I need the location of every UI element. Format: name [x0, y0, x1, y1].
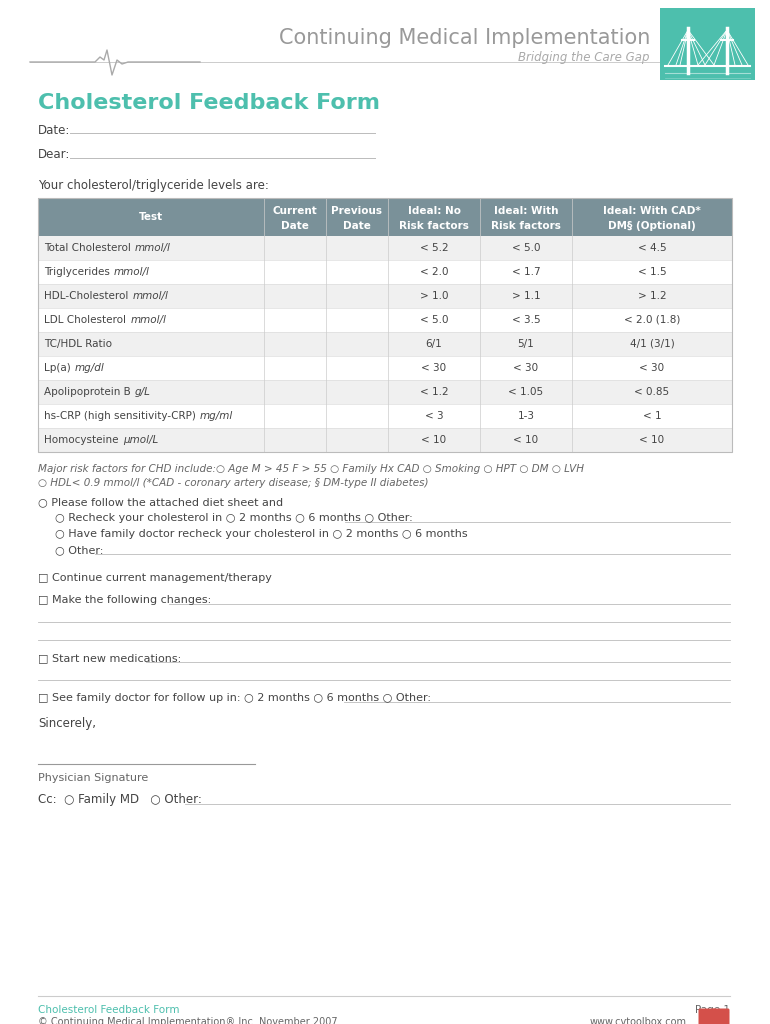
Text: 6/1: 6/1 [426, 339, 443, 349]
Bar [38, 428, 732, 452]
Text: mmol/l: mmol/l [132, 291, 169, 301]
Text: Date: Date [343, 221, 371, 231]
Text: Your cholesterol/triglyceride levels are:: Your cholesterol/triglyceride levels are… [38, 178, 269, 191]
Text: Dear:: Dear: [38, 148, 70, 162]
Text: mg/dl: mg/dl [75, 362, 105, 373]
Text: < 4.5: < 4.5 [638, 243, 666, 253]
Bar [38, 332, 732, 356]
Text: hs-CRP (high sensitivity-CRP): hs-CRP (high sensitivity-CRP) [44, 411, 199, 421]
Bar [38, 308, 732, 332]
Text: Test: Test [139, 212, 163, 222]
Bar [38, 260, 732, 284]
Bar [660, 8, 755, 80]
Text: < 1.5: < 1.5 [638, 267, 666, 278]
Text: □ Continue current management/therapy: □ Continue current management/therapy [38, 573, 272, 583]
Text: Risk factors: Risk factors [491, 221, 561, 231]
Text: Cholesterol Feedback Form: Cholesterol Feedback Form [38, 1005, 179, 1015]
Text: < 30: < 30 [514, 362, 538, 373]
Text: < 10: < 10 [514, 435, 538, 445]
Text: < 1.7: < 1.7 [512, 267, 541, 278]
Text: ○ Other:: ○ Other: [55, 545, 103, 555]
Text: Apolipoprotein B: Apolipoprotein B [44, 387, 134, 397]
Text: 4/1 (3/1): 4/1 (3/1) [630, 339, 675, 349]
Text: < 5.2: < 5.2 [420, 243, 448, 253]
Text: ○ Please follow the attached diet sheet and: ○ Please follow the attached diet sheet … [38, 497, 283, 507]
Text: □ See family doctor for follow up in: ○ 2 months ○ 6 months ○ Other:: □ See family doctor for follow up in: ○ … [38, 693, 431, 703]
Text: www.cvtoolbox.com: www.cvtoolbox.com [590, 1017, 687, 1024]
Text: Sincerely,: Sincerely, [38, 718, 96, 730]
Text: Cholesterol Feedback Form: Cholesterol Feedback Form [38, 93, 380, 113]
Text: ○ HDL< 0.9 mmol/l (*CAD - coronary artery disease; § DM-type II diabetes): ○ HDL< 0.9 mmol/l (*CAD - coronary arter… [38, 478, 428, 488]
Text: Cc:  ○ Family MD   ○ Other:: Cc: ○ Family MD ○ Other: [38, 794, 202, 807]
Bar [38, 284, 732, 308]
Text: Bridging the Care Gap: Bridging the Care Gap [518, 51, 650, 65]
Text: < 3.5: < 3.5 [512, 315, 541, 325]
Bar [38, 198, 732, 452]
Text: < 1: < 1 [643, 411, 661, 421]
Text: g/L: g/L [135, 387, 151, 397]
Text: < 1.05: < 1.05 [508, 387, 544, 397]
Text: Continuing Medical Implementation: Continuing Medical Implementation [279, 28, 650, 48]
Text: ○ Recheck your cholesterol in ○ 2 months ○ 6 months ○ Other:: ○ Recheck your cholesterol in ○ 2 months… [55, 513, 413, 523]
Text: < 5.0: < 5.0 [420, 315, 448, 325]
Text: Ideal: With: Ideal: With [494, 206, 558, 216]
Text: Triglycerides: Triglycerides [44, 267, 113, 278]
Text: Current: Current [273, 206, 317, 216]
Text: Total Cholesterol: Total Cholesterol [44, 243, 134, 253]
Text: Page 1: Page 1 [695, 1005, 730, 1015]
Text: Risk factors: Risk factors [399, 221, 469, 231]
Text: μmol/L: μmol/L [122, 435, 158, 445]
Text: Physician Signature: Physician Signature [38, 773, 149, 783]
Text: Major risk factors for CHD include:○ Age M > 45 F > 55 ○ Family Hx CAD ○ Smoking: Major risk factors for CHD include:○ Age… [38, 464, 584, 474]
Text: mg/ml: mg/ml [200, 411, 233, 421]
Text: < 0.85: < 0.85 [634, 387, 670, 397]
Text: < 30: < 30 [639, 362, 665, 373]
Text: □ Make the following changes:: □ Make the following changes: [38, 595, 211, 605]
Text: < 1.2: < 1.2 [420, 387, 448, 397]
Text: < 3: < 3 [425, 411, 444, 421]
Text: Date: Date [281, 221, 309, 231]
Bar [38, 198, 732, 236]
Text: Homocysteine: Homocysteine [44, 435, 122, 445]
FancyBboxPatch shape [698, 1009, 729, 1024]
Text: Date:: Date: [38, 124, 70, 136]
Text: □ Start new medications:: □ Start new medications: [38, 653, 181, 663]
Text: © Continuing Medical Implementation® Inc. November 2007: © Continuing Medical Implementation® Inc… [38, 1017, 337, 1024]
Bar [38, 404, 732, 428]
Text: mmol/l: mmol/l [130, 315, 166, 325]
Text: mmol/l: mmol/l [114, 267, 150, 278]
Text: HDL-Cholesterol: HDL-Cholesterol [44, 291, 132, 301]
Text: mmol/l: mmol/l [135, 243, 171, 253]
Text: Ideal: No: Ideal: No [407, 206, 460, 216]
Text: Previous: Previous [332, 206, 383, 216]
Text: TC/HDL Ratio: TC/HDL Ratio [44, 339, 112, 349]
Text: 5/1: 5/1 [517, 339, 534, 349]
Bar [38, 236, 732, 260]
Text: < 5.0: < 5.0 [512, 243, 541, 253]
Bar [38, 356, 732, 380]
Text: > 1.0: > 1.0 [420, 291, 448, 301]
Bar [38, 380, 732, 404]
Text: Lp(a): Lp(a) [44, 362, 74, 373]
Text: < 2.0: < 2.0 [420, 267, 448, 278]
Text: > 1.2: > 1.2 [638, 291, 666, 301]
Text: 1-3: 1-3 [517, 411, 534, 421]
Text: > 1.1: > 1.1 [512, 291, 541, 301]
Text: < 10: < 10 [421, 435, 447, 445]
Text: DM§ (Optional): DM§ (Optional) [608, 221, 696, 231]
Text: LDL Cholesterol: LDL Cholesterol [44, 315, 129, 325]
Text: < 2.0 (1.8): < 2.0 (1.8) [624, 315, 680, 325]
Text: ○ Have family doctor recheck your cholesterol in ○ 2 months ○ 6 months: ○ Have family doctor recheck your choles… [55, 529, 467, 539]
Text: < 10: < 10 [639, 435, 665, 445]
Text: < 30: < 30 [421, 362, 447, 373]
Text: Ideal: With CAD*: Ideal: With CAD* [603, 206, 701, 216]
